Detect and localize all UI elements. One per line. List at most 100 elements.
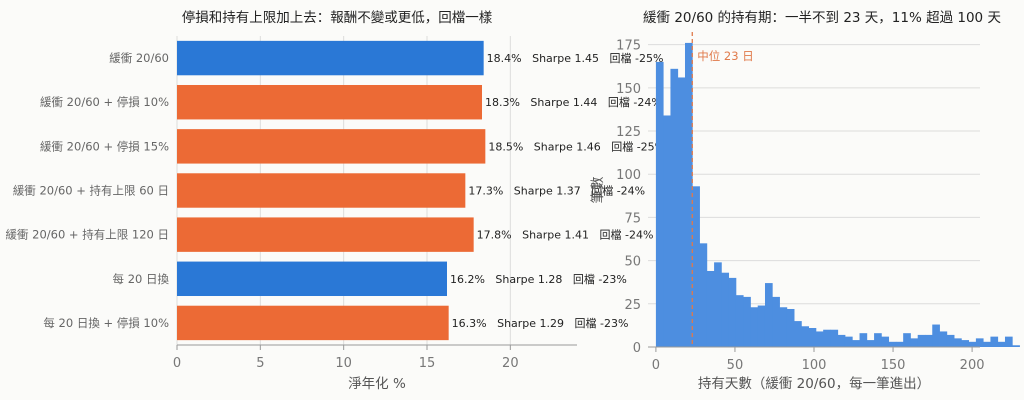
hist-y-tick-label: 50 (624, 255, 641, 270)
bar-category-label: 每 20 日換 (113, 272, 170, 286)
hist-bar (815, 331, 824, 347)
hist-y-ticks: 0 25 50 75 100 125 150 175 (616, 39, 641, 356)
hist-y-axis-label: 筆數 (590, 176, 606, 203)
hist-x-tick-label: 50 (727, 358, 744, 373)
bar-category-label: 緩衝 20/60 + 持有上限 60 日 (13, 184, 169, 198)
hist-bar (735, 295, 744, 347)
hist-bar (866, 340, 875, 347)
hist-bar (990, 336, 999, 347)
bar (177, 305, 449, 341)
hist-bar (954, 338, 962, 347)
bar-category-label: 緩衝 20/60 + 停損 15% (40, 139, 169, 153)
bar-x-tick-label: 10 (335, 356, 352, 371)
bar (177, 129, 486, 164)
hist-bar (888, 341, 897, 347)
hist-bar (859, 333, 868, 347)
hist-bar (706, 270, 715, 347)
bar-annotations: 18.4% Sharpe 1.45 回檔 -25% 18.3% Sharpe 1.… (450, 51, 665, 330)
hist-bar (844, 336, 853, 347)
bar-x-tick-label: 0 (173, 356, 181, 371)
bar-annotation: 17.3% Sharpe 1.37 回檔 -24% (468, 184, 645, 198)
bar-marks (177, 40, 486, 341)
hist-bar (983, 341, 991, 347)
hist-bar (1004, 336, 1013, 347)
hist-y-tick-label: 150 (616, 82, 641, 97)
hist-bar (670, 68, 679, 348)
bar-x-tick-label: 5 (256, 356, 264, 371)
bar-category-label: 緩衝 20/60 + 持有上限 120 日 (5, 228, 169, 242)
hist-x-tick-label: 150 (881, 358, 906, 373)
hist-bar (932, 324, 940, 347)
hist-bar (975, 338, 984, 347)
hist-bar (801, 326, 810, 347)
bar-x-tick-label: 15 (419, 356, 436, 371)
bar-chart-title: 停損和持有上限加上去：報酬不變或更低，回檔一樣 (182, 9, 493, 26)
hist-bar (997, 341, 1006, 347)
bar-category-label: 緩衝 20/60 (109, 51, 169, 65)
bar (177, 173, 466, 208)
hist-bars (655, 42, 1020, 348)
bar-category-label: 緩衝 20/60 + 停損 10% (40, 95, 169, 109)
hist-bar (779, 307, 788, 347)
hist-bar (692, 186, 700, 347)
hist-y-tick-label: 0 (633, 341, 641, 356)
hist-bar (655, 61, 664, 348)
bar (177, 261, 447, 297)
bar-annotation: 16.3% Sharpe 1.29 回檔 -23% (452, 316, 629, 330)
hist-bar (743, 296, 751, 347)
hist-bar (663, 115, 671, 347)
hist-bar (895, 341, 904, 347)
hist-bar (910, 338, 919, 347)
bar-annotation: 18.5% Sharpe 1.46 回檔 -25% (488, 139, 665, 153)
hist-y-tick-label: 25 (624, 298, 641, 313)
hist-bar (837, 334, 846, 347)
hist-bar (1012, 345, 1020, 347)
hist-y-tick-label: 125 (616, 125, 641, 140)
bar-annotation: 17.8% Sharpe 1.41 回檔 -24% (477, 228, 654, 242)
hist-x-tick-label: 0 (652, 358, 660, 373)
hist-bar (830, 329, 839, 347)
bar-category-labels: 緩衝 20/60 緩衝 20/60 + 停損 10% 緩衝 20/60 + 停損 1… (5, 51, 169, 330)
histogram-chart: 緩衝 20/60 的持有期：一半不到 23 天，11% 超過 100 天 中位 … (590, 10, 1020, 392)
hist-bar (917, 334, 926, 347)
hist-bar (699, 243, 708, 347)
hist-bar (823, 329, 831, 347)
hist-x-axis-label: 持有天數（緩衝 20/60，每一筆進出） (698, 376, 930, 392)
hist-bar (757, 305, 766, 347)
hist-bar (903, 333, 911, 347)
bar-annotation: 18.3% Sharpe 1.44 回檔 -24% (485, 95, 662, 109)
median-label: 中位 23 日 (697, 49, 753, 63)
bar-x-axis-label: 淨年化 % (348, 376, 406, 392)
hist-y-tick-label: 175 (616, 39, 641, 54)
bar-x-tick-label: 20 (502, 356, 519, 371)
hist-bar (968, 341, 977, 347)
hist-bar (764, 283, 773, 347)
bar-annotation: 16.2% Sharpe 1.28 回檔 -23% (450, 272, 627, 286)
hist-bar (750, 307, 759, 347)
hist-bar (794, 321, 802, 347)
hist-bar (677, 77, 686, 347)
hist-bar (714, 262, 722, 347)
hist-y-tick-label: 75 (624, 211, 641, 226)
bar (177, 217, 474, 252)
hist-bar (961, 340, 970, 347)
hist-bar (924, 334, 933, 347)
hist-bar (786, 308, 795, 347)
hist-title: 緩衝 20/60 的持有期：一半不到 23 天，11% 超過 100 天 (643, 10, 1001, 26)
hist-bar (684, 42, 693, 348)
hist-x-ticks: 0 50 100 150 200 (652, 347, 985, 373)
hist-bar (808, 327, 817, 347)
hist-bar (728, 277, 737, 347)
bar (177, 84, 482, 120)
hist-bar (881, 336, 890, 347)
hist-bar (946, 334, 955, 347)
hist-bar (852, 340, 860, 347)
hist-bar (772, 296, 780, 347)
bar (177, 40, 484, 76)
bar-x-ticks: 0 5 10 15 20 (173, 345, 519, 371)
hist-x-tick-label: 200 (960, 358, 985, 373)
hist-bar (939, 331, 948, 347)
bar-category-label: 每 20 日換 + 停損 10% (43, 316, 169, 330)
